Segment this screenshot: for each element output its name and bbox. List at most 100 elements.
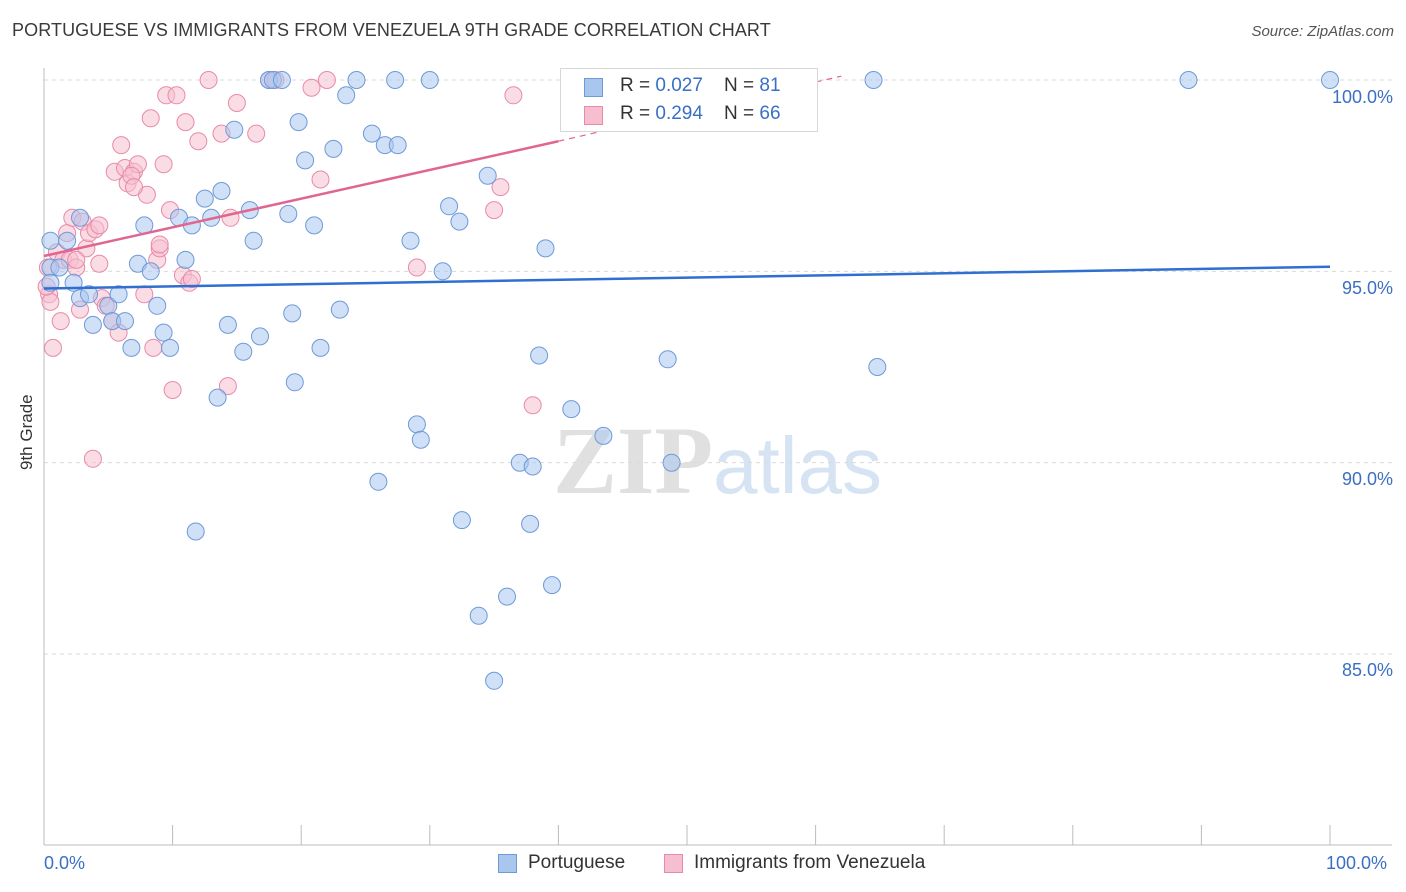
venezuela-point — [90, 216, 109, 235]
venezuela-point — [167, 86, 186, 105]
portuguese-point — [864, 71, 883, 89]
portuguese-point — [440, 197, 459, 216]
portuguese-point — [58, 231, 77, 250]
venezuela-point — [144, 338, 163, 357]
watermark-atlas: atlas — [713, 421, 883, 510]
venezuela-point — [317, 71, 336, 89]
venezuela-point — [67, 250, 86, 269]
venezuela-point — [199, 71, 218, 89]
portuguese-point — [868, 358, 887, 376]
venezuela-point — [176, 113, 195, 132]
portuguese-point — [80, 285, 98, 304]
portuguese-point — [289, 113, 308, 132]
legend-r-value: 0.027 — [655, 75, 703, 96]
venezuela-trend-line — [43, 140, 559, 258]
portuguese-point — [562, 400, 581, 419]
portuguese-point — [478, 166, 497, 185]
portuguese-point — [420, 71, 439, 89]
legend-swatch-venezuela — [584, 106, 603, 125]
portuguese-points — [41, 71, 1339, 690]
portuguese-point — [154, 323, 173, 342]
portuguese-point — [433, 262, 452, 281]
y-tick-100: 100.0% — [1331, 87, 1393, 107]
legend-n-value: 66 — [759, 103, 781, 124]
portuguese-point — [469, 606, 488, 625]
venezuela-point — [112, 136, 131, 155]
venezuela-point — [311, 170, 330, 189]
axes — [43, 68, 1392, 846]
portuguese-point — [662, 453, 681, 472]
legend-swatch-portuguese — [584, 78, 603, 97]
venezuela-point — [189, 132, 208, 151]
venezuela-point — [83, 449, 102, 468]
venezuela-point — [154, 155, 173, 174]
portuguese-point — [285, 373, 304, 392]
venezuela-point — [141, 109, 160, 128]
portuguese-point — [279, 204, 298, 223]
portuguese-point — [658, 350, 677, 369]
portuguese-point — [176, 250, 195, 269]
portuguese-point — [50, 258, 69, 277]
chart-title: PORTUGUESE VS IMMIGRANTS FROM VENEZUELA … — [12, 20, 771, 40]
portuguese-point — [536, 239, 555, 258]
grid-lines — [44, 79, 1392, 655]
venezuela-point — [182, 270, 201, 288]
chart-source: Source: ZipAtlas.com — [1251, 23, 1394, 40]
venezuela-point — [44, 338, 62, 357]
stats-legend: R = 0.027 N = 81 R = 0.294 N = 66 — [560, 68, 818, 132]
portuguese-point — [330, 300, 349, 319]
portuguese-point — [594, 426, 613, 445]
portuguese-point — [1179, 71, 1198, 89]
portuguese-point — [148, 296, 167, 315]
legend-n-label: N = — [724, 75, 760, 96]
venezuela-point — [163, 381, 182, 399]
bottom-legend-swatch-venezuela — [664, 854, 683, 873]
legend-n-value: 81 — [759, 75, 781, 96]
portuguese-point — [305, 216, 324, 235]
venezuela-point — [150, 235, 169, 254]
venezuela-point — [218, 377, 237, 396]
portuguese-point — [311, 338, 330, 357]
venezuela-point — [247, 124, 266, 143]
portuguese-point — [411, 430, 430, 449]
portuguese-point — [212, 182, 231, 200]
y-axis-label: 9th Grade — [17, 394, 36, 470]
x-tick-right: 100.0% — [1326, 853, 1388, 873]
portuguese-point — [1321, 71, 1339, 89]
bottom-legend-label-venezuela: Immigrants from Venezuela — [694, 852, 926, 873]
portuguese-point — [452, 511, 471, 530]
portuguese-point — [234, 342, 253, 361]
portuguese-point — [543, 576, 561, 595]
portuguese-point — [369, 472, 388, 491]
portuguese-point — [71, 208, 89, 227]
portuguese-point — [362, 124, 381, 143]
portuguese-point — [401, 231, 420, 250]
portuguese-point — [41, 273, 60, 292]
venezuela-points — [37, 71, 542, 468]
portuguese-point — [225, 120, 244, 139]
portuguese-point — [337, 86, 356, 105]
venezuela-point — [523, 396, 542, 415]
portuguese-point — [347, 71, 366, 89]
venezuela-point — [227, 94, 246, 112]
portuguese-point — [521, 514, 540, 533]
venezuela-point — [491, 178, 510, 197]
portuguese-point — [109, 285, 128, 304]
portuguese-point — [141, 262, 160, 281]
legend-r-label: R = — [620, 103, 656, 124]
venezuela-point — [504, 86, 523, 105]
portuguese-point — [83, 315, 102, 334]
portuguese-point — [407, 415, 426, 434]
portuguese-point — [530, 346, 549, 365]
portuguese-point — [296, 151, 315, 170]
portuguese-point — [244, 231, 263, 250]
zipatlas-watermark: ZIPatlas — [553, 405, 882, 516]
bottom-legend-swatch-portuguese — [498, 854, 517, 873]
portuguese-point — [388, 136, 407, 155]
portuguese-point — [208, 388, 227, 407]
portuguese-point — [161, 338, 179, 357]
portuguese-point — [485, 671, 504, 690]
watermark-zip: ZIP — [553, 407, 714, 514]
venezuela-point — [41, 292, 60, 311]
